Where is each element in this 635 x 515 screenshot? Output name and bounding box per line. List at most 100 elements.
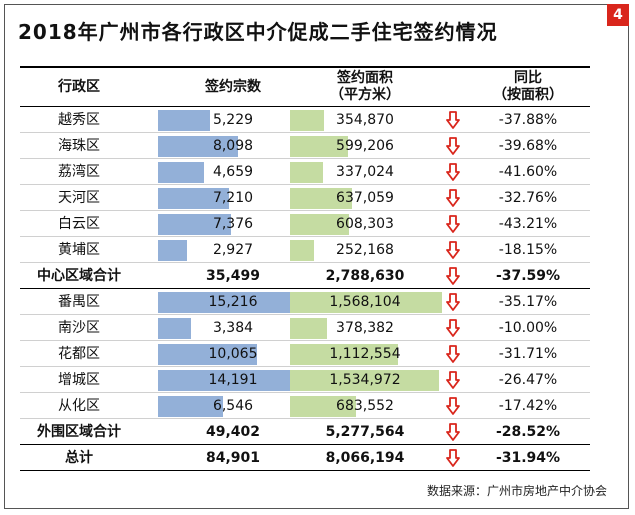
count-bar bbox=[158, 110, 210, 131]
header-yoy-line1: 同比 bbox=[514, 70, 542, 86]
area-bar bbox=[290, 318, 327, 339]
area-value: 683,552 bbox=[336, 398, 394, 414]
area-value: 1,568,104 bbox=[329, 294, 401, 310]
down-arrow-icon bbox=[441, 107, 465, 133]
area-value: 599,206 bbox=[336, 138, 394, 154]
area-value: 8,066,194 bbox=[325, 450, 405, 466]
row-divider bbox=[20, 158, 590, 159]
table-row: 白云区 7,376 608,303 -43.21% bbox=[20, 211, 590, 237]
count-bar bbox=[158, 240, 187, 261]
down-arrow-icon bbox=[441, 419, 465, 445]
row-divider bbox=[20, 236, 590, 237]
table-row: 花都区 10,065 1,112,554 -31.71% bbox=[20, 341, 590, 367]
count-value: 2,927 bbox=[212, 242, 254, 258]
row-divider bbox=[20, 132, 590, 133]
district-name: 番禺区 bbox=[58, 294, 100, 310]
header-district: 行政区 bbox=[58, 79, 100, 95]
area-bar bbox=[290, 292, 442, 313]
area-value: 252,168 bbox=[336, 242, 394, 258]
area-bar bbox=[290, 214, 349, 235]
area-value: 378,382 bbox=[336, 320, 394, 336]
count-value: 5,229 bbox=[212, 112, 254, 128]
yoy-value: -35.17% bbox=[498, 294, 558, 310]
yoy-value: -41.60% bbox=[498, 164, 558, 180]
count-bar bbox=[158, 188, 230, 209]
yoy-value: -28.52% bbox=[495, 424, 561, 440]
area-bar bbox=[290, 136, 349, 157]
yoy-value: -10.00% bbox=[498, 320, 558, 336]
yoy-value: -37.59% bbox=[495, 268, 561, 284]
area-value: 637,059 bbox=[336, 190, 394, 206]
table-total-row: 外围区域合计 49,402 5,277,564 -28.52% bbox=[20, 419, 590, 445]
yoy-value: -31.94% bbox=[495, 450, 561, 466]
area-value: 337,024 bbox=[336, 164, 394, 180]
header-top-rule bbox=[20, 66, 590, 68]
down-arrow-icon bbox=[441, 315, 465, 341]
district-name: 南沙区 bbox=[58, 320, 100, 336]
area-value: 354,870 bbox=[336, 112, 394, 128]
header-area: 签约面积 （平方米） bbox=[290, 70, 440, 104]
count-bar bbox=[158, 396, 223, 417]
table-row: 从化区 6,546 683,552 -17.42% bbox=[20, 393, 590, 419]
district-name: 海珠区 bbox=[58, 138, 100, 154]
district-name: 中心区域合计 bbox=[37, 268, 121, 284]
yoy-value: -26.47% bbox=[498, 372, 558, 388]
count-value: 8,098 bbox=[212, 138, 254, 154]
count-bar bbox=[158, 318, 192, 339]
yoy-value: -39.68% bbox=[498, 138, 558, 154]
down-arrow-icon bbox=[441, 289, 465, 315]
area-bar bbox=[290, 240, 315, 261]
area-bar bbox=[290, 162, 323, 183]
count-bar bbox=[158, 136, 238, 157]
header-area-line1: 签约面积 bbox=[337, 70, 393, 86]
district-name: 黄埔区 bbox=[58, 242, 100, 258]
yoy-value: -32.76% bbox=[498, 190, 558, 206]
down-arrow-icon bbox=[441, 367, 465, 393]
district-name: 白云区 bbox=[58, 216, 100, 232]
district-name: 总计 bbox=[65, 450, 93, 466]
table-row: 黄埔区 2,927 252,168 -18.15% bbox=[20, 237, 590, 263]
row-divider bbox=[20, 314, 590, 315]
row-divider bbox=[20, 262, 590, 263]
row-divider bbox=[20, 418, 590, 419]
down-arrow-icon bbox=[441, 393, 465, 419]
header-bottom-rule bbox=[20, 106, 590, 107]
down-arrow-icon bbox=[441, 237, 465, 263]
table-row: 荔湾区 4,659 337,024 -41.60% bbox=[20, 159, 590, 185]
count-value: 35,499 bbox=[205, 268, 261, 284]
count-value: 49,402 bbox=[205, 424, 261, 440]
yoy-value: -37.88% bbox=[498, 112, 558, 128]
area-bar bbox=[290, 188, 352, 209]
area-value: 2,788,630 bbox=[325, 268, 405, 284]
down-arrow-icon bbox=[441, 185, 465, 211]
count-value: 15,216 bbox=[208, 294, 258, 310]
count-value: 14,191 bbox=[208, 372, 258, 388]
header-yoy: 同比 （按面积） bbox=[473, 70, 583, 104]
yoy-value: -18.15% bbox=[498, 242, 558, 258]
district-name: 越秀区 bbox=[58, 112, 100, 128]
count-value: 6,546 bbox=[212, 398, 254, 414]
row-divider bbox=[20, 288, 590, 289]
chart-title: 2018年广州市各行政区中介促成二手住宅签约情况 bbox=[18, 20, 498, 44]
area-value: 1,534,972 bbox=[329, 372, 401, 388]
row-divider bbox=[20, 444, 590, 445]
count-bar bbox=[158, 344, 258, 365]
area-bar bbox=[290, 110, 325, 131]
area-bar bbox=[290, 396, 357, 417]
district-name: 增城区 bbox=[58, 372, 100, 388]
district-name: 从化区 bbox=[58, 398, 100, 414]
count-value: 10,065 bbox=[208, 346, 258, 362]
data-source: 数据来源：广州市房地产中介协会 bbox=[426, 484, 607, 498]
yoy-value: -43.21% bbox=[498, 216, 558, 232]
page-badge: 4 bbox=[607, 4, 629, 26]
yoy-value: -17.42% bbox=[498, 398, 558, 414]
row-divider bbox=[20, 366, 590, 367]
count-value: 4,659 bbox=[212, 164, 254, 180]
down-arrow-icon bbox=[441, 341, 465, 367]
down-arrow-icon bbox=[441, 159, 465, 185]
row-divider bbox=[20, 210, 590, 211]
table-row: 南沙区 3,384 378,382 -10.00% bbox=[20, 315, 590, 341]
count-bar bbox=[158, 370, 298, 391]
area-value: 5,277,564 bbox=[325, 424, 405, 440]
area-bar bbox=[290, 344, 398, 365]
